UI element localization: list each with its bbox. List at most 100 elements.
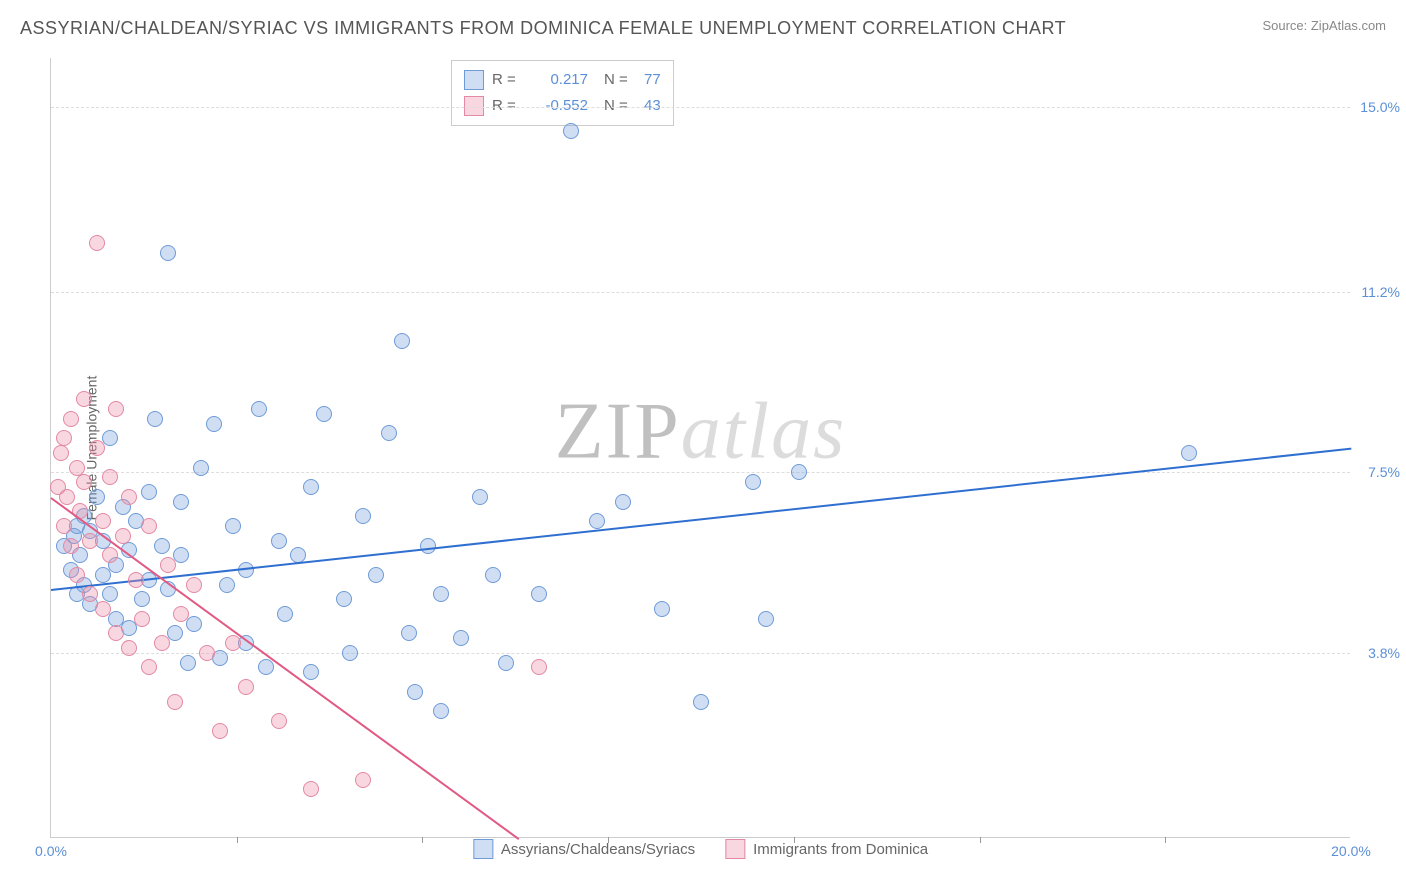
legend-swatch-bottom-1 (725, 839, 745, 859)
scatter-point (141, 518, 157, 534)
scatter-point (173, 547, 189, 563)
source-label: Source: ZipAtlas.com (1262, 18, 1386, 33)
scatter-point (368, 567, 384, 583)
scatter-point (134, 591, 150, 607)
series-legend: Assyrians/Chaldeans/Syriacs Immigrants f… (473, 839, 928, 859)
scatter-point (531, 659, 547, 675)
scatter-point (59, 489, 75, 505)
gridline-h (51, 653, 1350, 654)
scatter-point (251, 401, 267, 417)
scatter-point (589, 513, 605, 529)
scatter-point (121, 640, 137, 656)
scatter-point (186, 577, 202, 593)
scatter-point (102, 469, 118, 485)
x-tick-label: 20.0% (1331, 843, 1371, 859)
scatter-point (531, 586, 547, 602)
scatter-point (433, 586, 449, 602)
legend-label-0: Assyrians/Chaldeans/Syriacs (501, 841, 695, 858)
x-minor-tick (237, 837, 238, 843)
scatter-point (154, 635, 170, 651)
scatter-point (115, 528, 131, 544)
x-minor-tick (1165, 837, 1166, 843)
legend-r-value-0: 0.217 (528, 67, 588, 93)
chart-container: ZIPatlas Female Unemployment R = 0.217 N… (50, 58, 1390, 838)
watermark-zip: ZIP (555, 387, 681, 475)
scatter-point (407, 684, 423, 700)
scatter-point (1181, 445, 1197, 461)
scatter-point (303, 479, 319, 495)
scatter-point (141, 484, 157, 500)
legend-n-label-0: N = (604, 67, 636, 93)
scatter-point (56, 430, 72, 446)
scatter-point (563, 123, 579, 139)
legend-r-label-0: R = (492, 67, 520, 93)
scatter-point (791, 464, 807, 480)
scatter-point (355, 772, 371, 788)
scatter-point (316, 406, 332, 422)
scatter-point (206, 416, 222, 432)
scatter-point (381, 425, 397, 441)
scatter-point (342, 645, 358, 661)
scatter-point (102, 547, 118, 563)
x-minor-tick (980, 837, 981, 843)
scatter-point (745, 474, 761, 490)
plot-area: ZIPatlas Female Unemployment R = 0.217 N… (50, 58, 1350, 838)
scatter-point (394, 333, 410, 349)
scatter-point (219, 577, 235, 593)
scatter-point (433, 703, 449, 719)
scatter-point (180, 655, 196, 671)
scatter-point (453, 630, 469, 646)
y-tick-label: 3.8% (1368, 645, 1400, 661)
watermark: ZIPatlas (555, 386, 847, 477)
scatter-point (63, 411, 79, 427)
scatter-point (82, 533, 98, 549)
legend-n-value-0: 77 (644, 67, 661, 93)
y-tick-label: 7.5% (1368, 464, 1400, 480)
scatter-point (76, 391, 92, 407)
scatter-point (95, 513, 111, 529)
scatter-point (89, 235, 105, 251)
scatter-point (758, 611, 774, 627)
scatter-point (89, 489, 105, 505)
x-minor-tick (422, 837, 423, 843)
trend-line (50, 497, 519, 840)
scatter-point (193, 460, 209, 476)
scatter-point (420, 538, 436, 554)
scatter-point (69, 460, 85, 476)
scatter-point (82, 586, 98, 602)
watermark-atlas: atlas (681, 387, 847, 475)
scatter-point (134, 611, 150, 627)
scatter-point (89, 440, 105, 456)
scatter-point (173, 494, 189, 510)
scatter-point (212, 723, 228, 739)
x-minor-tick (794, 837, 795, 843)
scatter-point (186, 616, 202, 632)
scatter-point (303, 664, 319, 680)
y-tick-label: 11.2% (1361, 284, 1400, 300)
scatter-point (271, 713, 287, 729)
legend-item-1: Immigrants from Dominica (725, 839, 928, 859)
scatter-point (69, 567, 85, 583)
scatter-point (167, 694, 183, 710)
scatter-point (277, 606, 293, 622)
scatter-point (654, 601, 670, 617)
scatter-point (121, 489, 137, 505)
scatter-point (693, 694, 709, 710)
y-tick-label: 15.0% (1360, 99, 1400, 115)
scatter-point (160, 245, 176, 261)
legend-row-series-0: R = 0.217 N = 77 (464, 67, 661, 93)
scatter-point (472, 489, 488, 505)
x-minor-tick (608, 837, 609, 843)
scatter-point (102, 430, 118, 446)
scatter-point (108, 625, 124, 641)
scatter-point (303, 781, 319, 797)
legend-swatch-bottom-0 (473, 839, 493, 859)
scatter-point (238, 679, 254, 695)
scatter-point (258, 659, 274, 675)
legend-label-1: Immigrants from Dominica (753, 841, 928, 858)
scatter-point (199, 645, 215, 661)
scatter-point (128, 572, 144, 588)
scatter-point (95, 601, 111, 617)
scatter-point (108, 401, 124, 417)
scatter-point (498, 655, 514, 671)
